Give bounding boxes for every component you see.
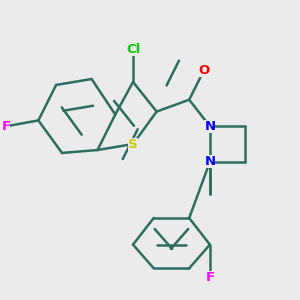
Text: Cl: Cl — [126, 43, 140, 56]
Text: S: S — [128, 138, 138, 151]
Text: N: N — [204, 120, 215, 133]
Text: N: N — [204, 155, 215, 168]
Text: F: F — [1, 120, 10, 133]
Text: F: F — [205, 271, 214, 284]
Text: O: O — [198, 64, 210, 77]
